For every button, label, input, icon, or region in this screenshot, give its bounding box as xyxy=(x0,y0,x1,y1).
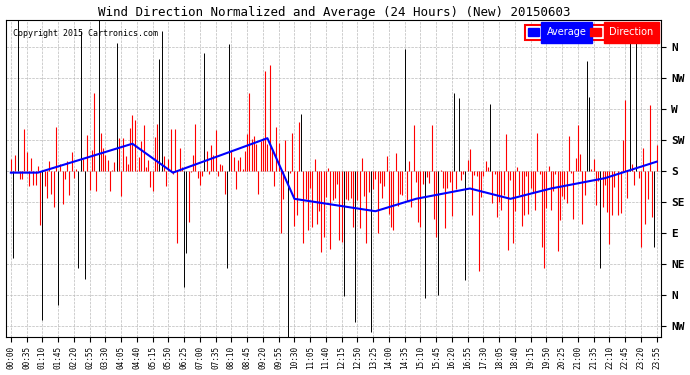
Legend: Average, Direction: Average, Direction xyxy=(524,25,656,40)
Text: Copyright 2015 Cartronics.com: Copyright 2015 Cartronics.com xyxy=(13,29,158,38)
Title: Wind Direction Normalized and Average (24 Hours) (New) 20150603: Wind Direction Normalized and Average (2… xyxy=(97,6,570,18)
